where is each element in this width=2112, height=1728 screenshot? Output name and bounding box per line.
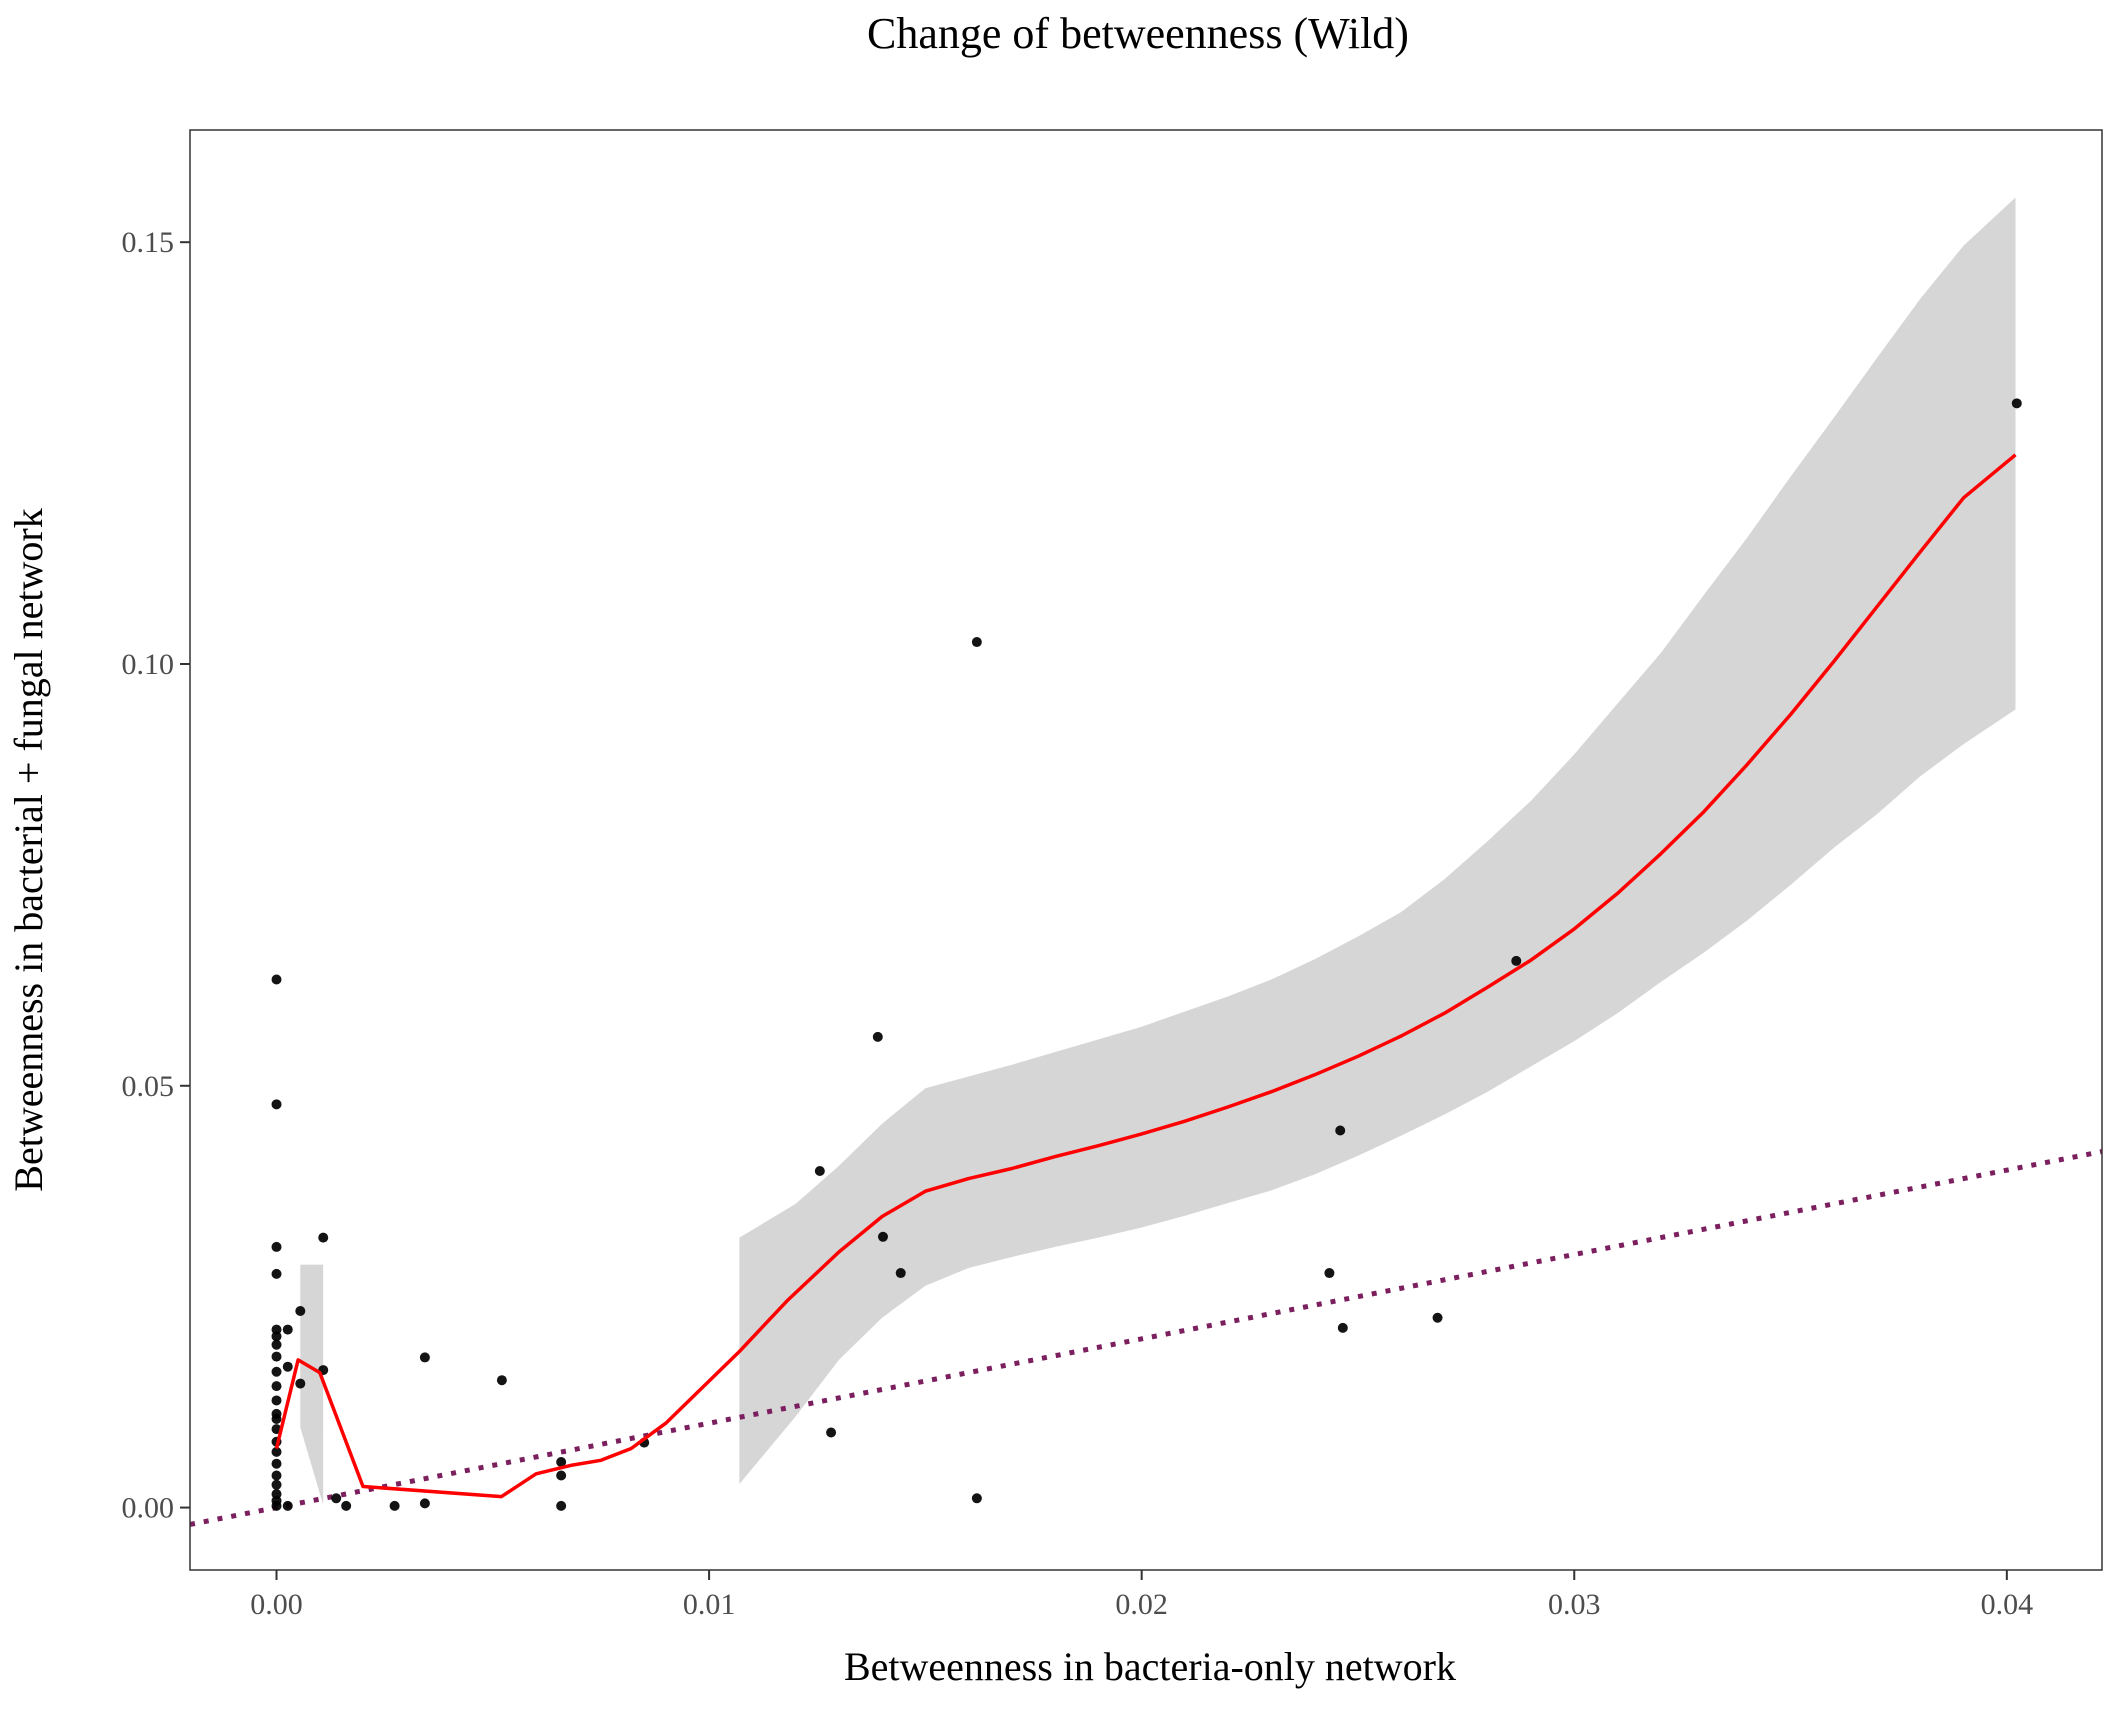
data-point — [271, 1479, 282, 1490]
data-point — [271, 1458, 282, 1469]
data-point — [271, 1339, 282, 1350]
data-point — [1324, 1268, 1335, 1279]
chart-title: Change of betweenness (Wild) — [867, 9, 1409, 58]
data-point — [331, 1493, 342, 1504]
data-point — [556, 1470, 567, 1481]
data-point — [318, 1232, 329, 1243]
data-point — [1511, 955, 1522, 966]
data-point — [877, 1231, 888, 1242]
y-tick-label: 0.10 — [122, 648, 175, 681]
confidence-band-left — [300, 1264, 324, 1505]
data-point — [271, 1381, 282, 1392]
data-point — [1432, 1312, 1443, 1323]
data-point — [271, 1470, 282, 1481]
data-point — [271, 1351, 282, 1362]
data-point — [282, 1361, 293, 1372]
data-point — [1335, 1125, 1346, 1136]
y-tick-label: 0.00 — [122, 1492, 175, 1525]
data-point — [556, 1457, 567, 1468]
data-point — [1337, 1322, 1348, 1333]
data-point — [271, 1099, 282, 1110]
data-point — [419, 1352, 430, 1363]
data-point — [556, 1500, 567, 1511]
x-tick-label: 0.04 — [1981, 1588, 2034, 1621]
data-point — [271, 974, 282, 985]
data-point — [295, 1306, 306, 1317]
y-tick-label: 0.15 — [122, 226, 175, 259]
x-axis-title: Betweenness in bacteria-only network — [844, 1644, 1456, 1689]
data-point — [419, 1498, 430, 1509]
x-tick-label: 0.03 — [1548, 1588, 1601, 1621]
x-axis: 0.00 0.01 0.02 0.03 0.04 — [250, 1570, 2033, 1621]
data-point — [271, 1500, 282, 1511]
data-point — [895, 1268, 906, 1279]
x-tick-label: 0.01 — [683, 1588, 736, 1621]
data-point — [971, 1493, 982, 1504]
data-point — [271, 1241, 282, 1252]
data-point — [826, 1427, 837, 1438]
data-point — [389, 1500, 400, 1511]
plot-border — [189, 129, 2103, 1571]
data-point — [271, 1446, 282, 1457]
data-point — [271, 1366, 282, 1377]
data-point — [271, 1413, 282, 1424]
plot-area — [190, 197, 2102, 1527]
y-axis-title: Betweenness in bacterial + fungal networ… — [6, 508, 51, 1191]
data-point — [271, 1395, 282, 1406]
confidence-band-right — [739, 197, 2016, 1484]
data-point — [872, 1031, 883, 1042]
data-point — [282, 1500, 293, 1511]
y-axis: 0.00 0.05 0.10 0.15 — [122, 226, 190, 1525]
smooth-trend-line — [274, 453, 2017, 1499]
x-tick-label: 0.00 — [250, 1588, 303, 1621]
data-point — [496, 1375, 507, 1386]
data-point — [341, 1500, 352, 1511]
reference-line — [190, 1149, 2102, 1527]
data-point — [282, 1324, 293, 1335]
data-point — [2011, 398, 2022, 409]
data-point — [971, 637, 982, 648]
data-point — [271, 1268, 282, 1279]
data-point — [295, 1378, 306, 1389]
x-tick-label: 0.02 — [1115, 1588, 1168, 1621]
data-point — [814, 1165, 825, 1176]
y-tick-label: 0.05 — [122, 1070, 175, 1103]
data-point — [271, 1331, 282, 1342]
